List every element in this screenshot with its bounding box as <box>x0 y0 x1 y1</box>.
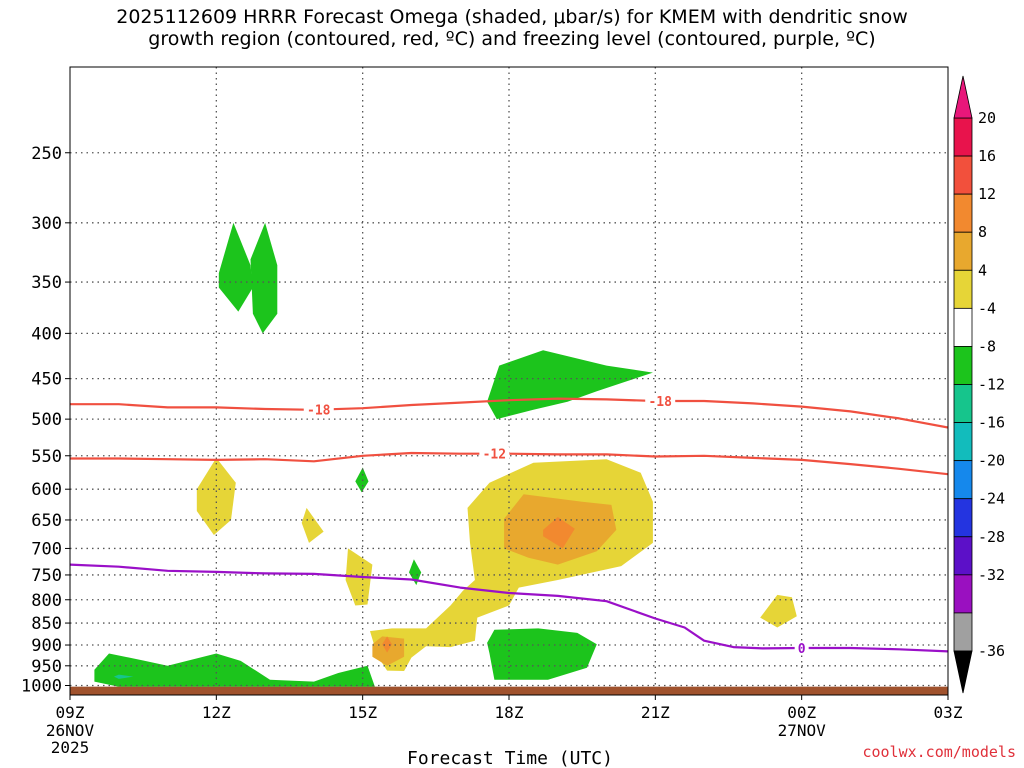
red-orange-downward-2 <box>382 636 392 653</box>
date-label-26NOV: 26NOV <box>46 721 95 740</box>
grid-lines <box>70 67 948 695</box>
teal-upward-1 <box>113 674 134 679</box>
ylabel-850: 850 <box>31 614 62 634</box>
y-axis: 2503003504004505005506006507007508008509… <box>21 144 70 697</box>
colorbar-label--8: -8 <box>978 337 996 355</box>
green-upward-2 <box>250 222 278 334</box>
colorbar-bin-5 <box>953 307 973 347</box>
colorbar-over-arrow <box>953 75 973 119</box>
colorbar-bin-11 <box>953 536 973 576</box>
colorbar-label--4: -4 <box>978 299 996 317</box>
green-upward-4 <box>355 467 369 493</box>
ylabel-900: 900 <box>31 636 62 656</box>
xlabel-00Z: 00Z <box>787 703 816 722</box>
freezing-level-line <box>70 563 948 653</box>
omega-shading <box>94 222 797 687</box>
ylabel-750: 750 <box>31 566 62 586</box>
colorbar-label-16: 16 <box>978 147 996 165</box>
ylabel-300: 300 <box>31 214 62 234</box>
date-label-27NOV: 27NOV <box>778 721 827 740</box>
surface-terrain <box>70 686 948 695</box>
dgz-upper-label-bg-0 <box>303 402 334 417</box>
xlabel-03Z: 03Z <box>934 703 963 722</box>
colorbar-label--36: -36 <box>978 642 1005 660</box>
green-upward-5 <box>409 559 422 586</box>
colorbar-label--32: -32 <box>978 566 1005 584</box>
colorbar: 20 16 12 8 4 -4 -8 -12 -16 -20 -24 -28 -32 -36 <box>953 75 1005 694</box>
ylabel-950: 950 <box>31 657 62 677</box>
colorbar-bin-6 <box>953 346 973 385</box>
freezing-level-label-bg-0 <box>794 640 809 655</box>
dgz-lower-label-0: -12 <box>483 448 506 463</box>
colorbar-bin-12 <box>953 574 973 614</box>
colorbar-bin-10 <box>953 498 973 538</box>
freezing-level-label-0: 0 <box>798 642 806 657</box>
green-upward-6 <box>94 653 375 687</box>
colorbar-bin-4 <box>953 269 973 309</box>
colorbar-bin-2 <box>953 193 973 233</box>
colorbar-label--28: -28 <box>978 528 1005 546</box>
ylabel-450: 450 <box>31 370 62 390</box>
red-orange-downward-1 <box>543 517 575 549</box>
green-upward-1 <box>218 222 253 312</box>
year-label-2025: 2025 <box>51 738 90 757</box>
xlabel-18Z: 18Z <box>495 703 524 722</box>
colorbar-label-8: 8 <box>978 223 987 241</box>
colorbar-bin-0 <box>953 117 973 157</box>
ylabel-800: 800 <box>31 591 62 611</box>
ylabel-400: 400 <box>31 324 62 344</box>
dgz-upper-label-0: -18 <box>307 404 331 419</box>
orange-downward-2 <box>372 636 405 666</box>
xlabel-15Z: 15Z <box>348 703 377 722</box>
colorbar-label-12: 12 <box>978 185 996 203</box>
colorbar-bin-7 <box>953 384 973 423</box>
dgz-upper-label-1: -18 <box>648 395 672 410</box>
colorbar-under-arrow <box>953 650 973 694</box>
ylabel-1000: 1000 <box>21 677 62 697</box>
ylabel-550: 550 <box>31 447 62 467</box>
dgz-upper-label-bg-1 <box>645 394 676 409</box>
chart-title: 2025112609 HRRR Forecast Omega (shaded, … <box>0 6 1024 50</box>
credit-text: coolwx.com/models <box>862 743 1016 761</box>
colorbar-bin-9 <box>953 460 973 500</box>
title-line-2: growth region (contoured, red, ºC) and f… <box>148 28 876 50</box>
colorbar-label--24: -24 <box>978 490 1005 508</box>
ylabel-350: 350 <box>31 273 62 293</box>
colorbar-bin-1 <box>953 155 973 195</box>
yellow-downward-4 <box>760 594 797 628</box>
dgz-lower-label-bg-0 <box>479 446 510 461</box>
xlabel-09Z: 09Z <box>56 703 85 722</box>
ylabel-650: 650 <box>31 511 62 531</box>
colorbar-label--16: -16 <box>978 414 1005 432</box>
xlabel-12Z: 12Z <box>202 703 231 722</box>
colorbar-label--20: -20 <box>978 452 1005 470</box>
ylabel-500: 500 <box>31 410 62 430</box>
colorbar-bin-13 <box>953 612 973 652</box>
colorbar-label--12: -12 <box>978 376 1005 394</box>
ylabel-700: 700 <box>31 539 62 559</box>
colorbar-bin-3 <box>953 231 973 271</box>
colorbar-bin-8 <box>953 422 973 462</box>
green-upward-7 <box>487 628 597 680</box>
ylabel-600: 600 <box>31 480 62 500</box>
contour-lines: -18 -18 -12 0 <box>70 394 948 657</box>
title-line-1: 2025112609 HRRR Forecast Omega (shaded, … <box>116 6 908 28</box>
ylabel-250: 250 <box>31 144 62 164</box>
x-axis-label: Forecast Time (UTC) <box>407 748 613 768</box>
yellow-downward-2 <box>301 507 324 543</box>
colorbar-label-4: 4 <box>978 261 987 279</box>
dgz-upper-line <box>70 397 948 429</box>
green-upward-3 <box>487 350 653 420</box>
colorbar-label-20: 20 <box>978 109 996 127</box>
xlabel-21Z: 21Z <box>641 703 670 722</box>
